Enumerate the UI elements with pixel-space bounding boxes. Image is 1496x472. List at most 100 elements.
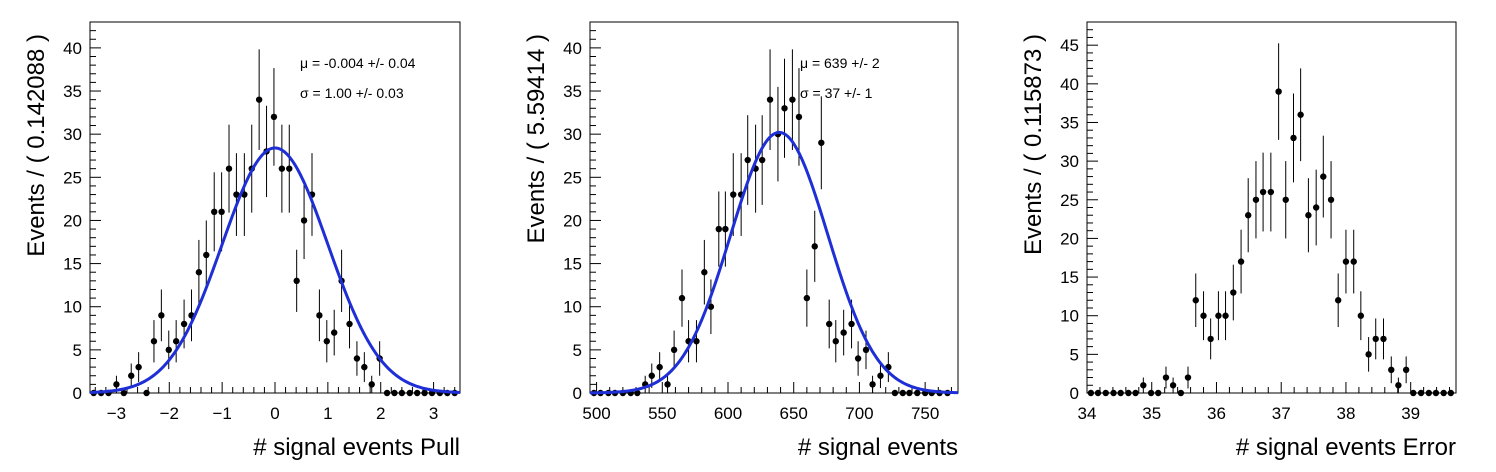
y-tick-label: 5 <box>573 341 582 360</box>
data-point <box>1425 389 1433 397</box>
data-point <box>293 277 300 285</box>
x-tick-label: 2 <box>376 404 385 423</box>
x-tick-label: 500 <box>582 404 610 423</box>
y-tick-label: 30 <box>563 125 582 144</box>
data-point <box>316 312 323 319</box>
y-axis-title: Events / ( 0.115873 ) <box>1020 34 1047 255</box>
x-tick-label: 700 <box>845 404 873 423</box>
data-point <box>670 346 678 354</box>
data-point <box>1125 389 1132 397</box>
x-tick-label: 37 <box>1272 404 1291 423</box>
data-point <box>1259 188 1267 196</box>
data-point <box>1140 382 1147 389</box>
data-point <box>1200 312 1207 319</box>
data-point <box>648 372 655 379</box>
data-point <box>278 165 286 172</box>
data-point <box>1110 389 1117 397</box>
data-point <box>1372 335 1379 343</box>
data-point <box>1320 173 1327 180</box>
data-point <box>862 346 870 354</box>
x-tick-label: 1 <box>323 404 332 423</box>
fit-stat-label: μ = -0.004 +/- 0.04 <box>300 55 416 71</box>
data-point <box>1222 312 1229 319</box>
data-point <box>1275 88 1282 95</box>
x-tick-label: 38 <box>1336 404 1355 423</box>
data-point <box>1169 382 1177 389</box>
data-point <box>368 381 375 388</box>
data-point <box>693 338 700 345</box>
data-point <box>634 389 641 397</box>
data-point <box>877 372 884 379</box>
data-point <box>818 139 825 146</box>
data-point <box>286 165 293 172</box>
data-point <box>391 389 398 397</box>
data-point <box>715 225 722 233</box>
y-tick-label: 0 <box>573 384 582 403</box>
signal-error-panel: 34 35 36 37 38 39 0 5 10 15 20 25 30 35 40 45 # signal e… <box>1020 21 1457 461</box>
data-point <box>1207 335 1214 343</box>
data-point <box>1380 335 1387 343</box>
y-tick-label: 10 <box>63 298 82 317</box>
plot-frame <box>1086 21 1457 394</box>
data-point <box>1440 389 1447 397</box>
y-tick-label: 20 <box>563 211 582 230</box>
data-point <box>854 355 862 362</box>
data-point <box>135 363 142 371</box>
data-point <box>1395 382 1402 389</box>
data-point <box>323 338 330 345</box>
data-point <box>195 269 203 276</box>
data-point <box>1237 258 1245 265</box>
data-point <box>1312 204 1320 211</box>
x-tick-label: −3 <box>107 404 126 423</box>
data-point <box>795 113 803 121</box>
x-axis-title: # signal events Pull <box>253 434 460 461</box>
data-point <box>413 389 421 397</box>
data-point <box>1267 188 1275 196</box>
data-point <box>1177 389 1185 397</box>
data-point <box>826 320 833 328</box>
data-point <box>789 96 796 103</box>
data-point <box>300 217 308 224</box>
data-point <box>383 389 391 397</box>
x-axis-title: # signal events Error <box>1236 434 1456 461</box>
data-point <box>869 381 876 388</box>
y-tick-label: 25 <box>563 168 582 187</box>
data-point <box>1132 389 1139 397</box>
data-point <box>233 191 240 198</box>
data-point <box>1102 389 1109 397</box>
y-tick-label: 45 <box>1060 36 1079 55</box>
data-point <box>744 156 751 164</box>
y-tick-label: 5 <box>1070 345 1079 364</box>
data-point <box>1297 111 1304 118</box>
y-tick-label: 10 <box>1060 307 1079 326</box>
x-tick-label: −1 <box>212 404 231 423</box>
fit-curve <box>589 130 959 395</box>
x-axis-title: # signal events <box>798 434 958 461</box>
y-tick-label: 35 <box>1060 113 1079 132</box>
data-point <box>848 320 855 328</box>
data-point <box>678 294 686 302</box>
data-point <box>766 96 774 103</box>
data-point <box>1410 389 1417 397</box>
data-point <box>1252 196 1260 203</box>
data-point <box>832 338 839 345</box>
data-point <box>1162 374 1170 381</box>
data-point <box>346 320 353 328</box>
signal-events-panel: 500 550 600 650 700 750 0 5 10 15 20 25 30 35 40 # sign… <box>523 21 959 461</box>
data-point <box>1334 297 1342 304</box>
data-point <box>1155 389 1162 397</box>
data-point <box>361 363 368 371</box>
y-tick-label: 20 <box>63 211 82 230</box>
y-tick-label: 0 <box>1070 384 1079 403</box>
data-point <box>1417 389 1425 397</box>
data-point <box>143 389 150 397</box>
data-point <box>701 269 708 276</box>
y-tick-label: 40 <box>563 39 582 58</box>
data-point <box>1327 196 1335 203</box>
data-point <box>406 389 413 397</box>
plot-frame <box>589 21 959 394</box>
data-point <box>211 208 218 216</box>
data-point <box>1094 389 1102 397</box>
